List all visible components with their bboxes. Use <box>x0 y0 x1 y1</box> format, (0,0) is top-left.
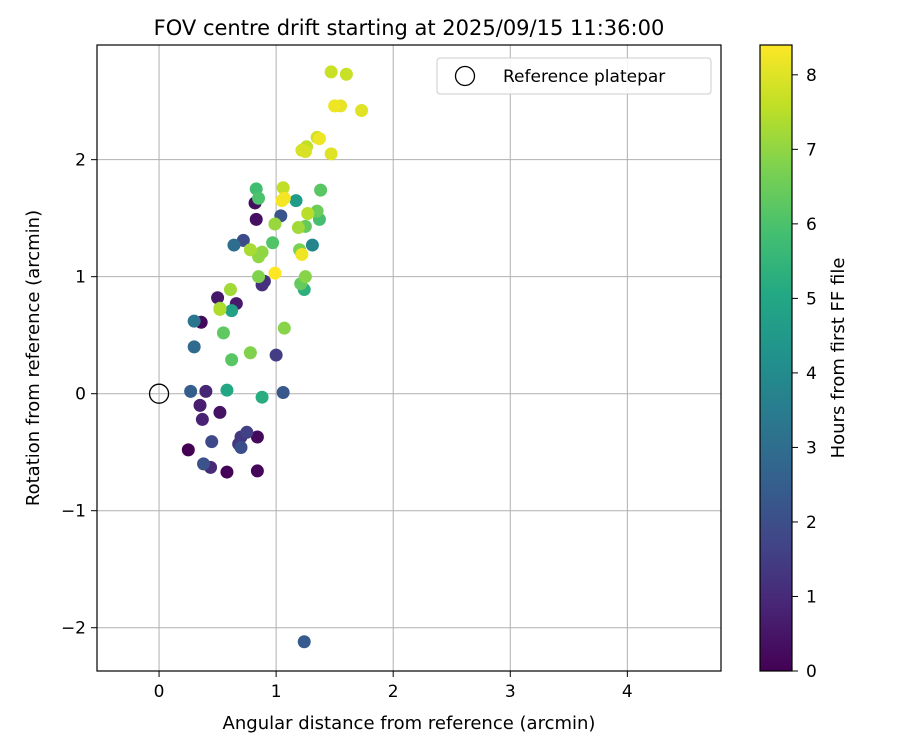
scatter-point <box>250 430 264 444</box>
scatter-point <box>249 212 263 226</box>
scatter-point <box>305 238 319 252</box>
scatter-point <box>291 221 305 235</box>
scatter-point <box>266 236 280 250</box>
x-tick-label: 1 <box>271 682 282 702</box>
scatter-point <box>193 398 207 412</box>
scatter-point <box>269 348 283 362</box>
scatter-point <box>324 65 338 79</box>
scatter-point <box>243 346 257 360</box>
chart-title: FOV centre drift starting at 2025/09/15 … <box>154 16 665 40</box>
reference-platepar-point <box>148 383 170 404</box>
scatter-point <box>187 314 201 328</box>
colorbar-tick-label: 3 <box>806 438 817 458</box>
scatter-point <box>223 283 237 297</box>
colorbar-tick-label: 7 <box>806 140 817 160</box>
scatter-point <box>339 67 353 81</box>
plot-frame <box>96 44 722 672</box>
y-tick-label: −1 <box>61 502 86 522</box>
scatter-point <box>250 464 264 478</box>
reference-marker <box>148 383 170 404</box>
x-tick-label: 4 <box>622 682 633 702</box>
colorbar-tick-label: 2 <box>806 513 817 533</box>
scatter-point <box>324 147 338 161</box>
scatter-point <box>227 238 241 252</box>
legend: Reference platepar <box>436 57 712 95</box>
colorbar-tick-label: 0 <box>806 662 817 682</box>
scatter-point <box>301 206 315 220</box>
scatter-point <box>216 326 230 340</box>
scatter-point <box>314 183 328 197</box>
colorbar-tick-label: 5 <box>806 289 817 309</box>
y-axis-label: Rotation from reference (arcmin) <box>23 210 44 506</box>
scatter-point <box>277 321 291 335</box>
scatter-point <box>225 304 239 318</box>
scatter-point <box>277 191 291 205</box>
scatter-point <box>295 247 309 261</box>
scatter-point <box>355 104 369 118</box>
grid-lines <box>97 45 721 671</box>
scatter-point <box>268 217 282 231</box>
scatter-point <box>295 143 309 157</box>
scatter-point <box>225 353 239 367</box>
scatter-point <box>268 266 282 280</box>
scatter-point <box>220 383 234 397</box>
scatter-point <box>289 194 303 208</box>
scatter-point <box>234 441 248 455</box>
scatter-point <box>276 181 290 195</box>
scatter-point <box>240 425 254 439</box>
scatter-point <box>213 302 227 316</box>
colorbar-ticks: 0 1 2 3 4 5 6 7 8 <box>792 66 817 682</box>
colorbar-tick-label: 6 <box>806 215 817 235</box>
scatter-point <box>312 132 326 146</box>
scatter-point <box>252 191 266 205</box>
scatter-point <box>298 270 312 284</box>
scatter-point <box>195 412 209 426</box>
colorbar-tick-label: 1 <box>806 587 817 607</box>
colorbar <box>759 44 793 672</box>
colorbar-tick-label: 4 <box>806 364 817 384</box>
scatter-point <box>181 443 195 457</box>
scatter-point <box>187 340 201 354</box>
scatter-point <box>199 384 213 398</box>
legend-box <box>436 57 712 95</box>
scatter-point <box>255 245 269 259</box>
y-axis-ticks: −2 −1 0 1 2 <box>61 151 97 639</box>
scatter-point <box>205 435 219 449</box>
y-tick-label: −2 <box>61 619 86 639</box>
scatter-point <box>220 465 234 479</box>
x-tick-label: 3 <box>505 682 516 702</box>
y-tick-label: 0 <box>75 385 86 405</box>
scatter-point <box>197 457 211 471</box>
scatter-point <box>328 99 342 113</box>
legend-marker <box>454 65 476 87</box>
scatter-point <box>255 390 269 404</box>
scatter-point <box>276 386 290 400</box>
scatter-point <box>213 405 227 419</box>
scatter-point <box>211 291 225 305</box>
x-tick-label: 0 <box>154 682 165 702</box>
scatter-point <box>297 635 311 649</box>
colorbar-tick-label: 8 <box>806 66 817 86</box>
data-points <box>181 65 369 649</box>
scatter-point <box>243 243 257 257</box>
scatter-point <box>184 384 198 398</box>
legend-entry-label: Reference platepar <box>503 67 665 87</box>
x-axis-ticks: 0 1 2 3 4 <box>154 671 633 702</box>
scatter-point <box>252 270 266 284</box>
colorbar-label: Hours from first FF file <box>828 258 849 459</box>
y-tick-label: 2 <box>75 151 86 171</box>
x-axis-label: Angular distance from reference (arcmin) <box>223 713 596 734</box>
x-tick-label: 2 <box>388 682 399 702</box>
y-tick-label: 1 <box>75 268 86 288</box>
